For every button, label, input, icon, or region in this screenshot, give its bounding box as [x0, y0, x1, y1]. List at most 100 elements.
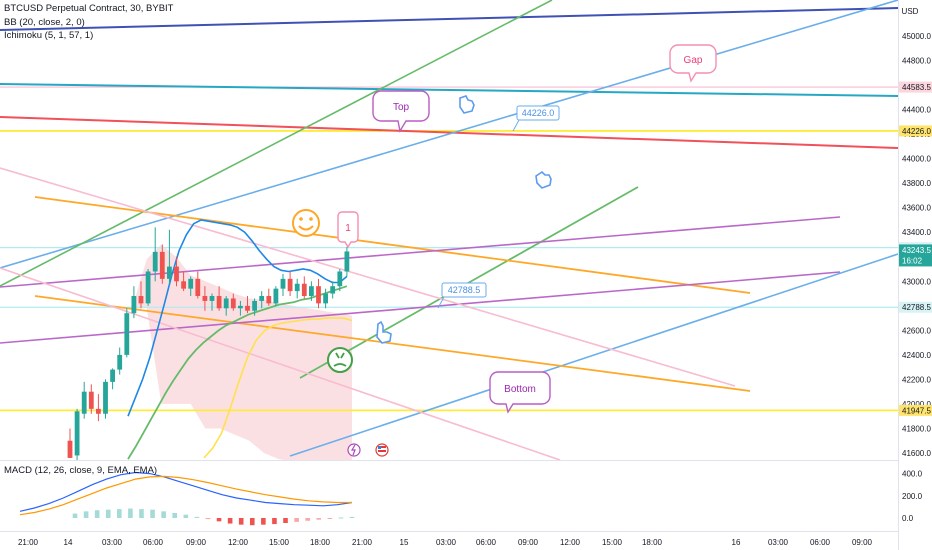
lightning-event-icon[interactable] [347, 443, 361, 457]
candle-up[interactable] [344, 251, 350, 272]
candle-up[interactable] [337, 271, 343, 287]
note-top[interactable]: Top [372, 90, 430, 133]
candle-down[interactable] [202, 296, 208, 301]
candle-up[interactable] [252, 300, 257, 311]
candle-up[interactable] [81, 391, 87, 414]
macd-histogram-bar [227, 518, 233, 524]
note-bottom[interactable]: Bottom [489, 371, 551, 414]
macd-pane[interactable] [19, 471, 355, 526]
price-badge-text: 42788.5 [902, 303, 931, 312]
candle-down[interactable] [138, 296, 144, 304]
candle-down[interactable] [316, 286, 321, 304]
candle-up[interactable] [330, 286, 336, 294]
trendline-blue-upper[interactable] [0, 0, 898, 269]
candle-up[interactable] [209, 296, 215, 301]
us-flag-event-icon[interactable] [375, 443, 389, 457]
macd-histogram-bar [238, 518, 244, 525]
note-gap-text: Gap [684, 55, 703, 66]
candle-down[interactable] [181, 281, 186, 289]
candle-down[interactable] [67, 440, 73, 458]
trendline-navy[interactable] [0, 7, 898, 31]
candle-up[interactable] [152, 251, 158, 272]
bollinger-upper-line[interactable] [127, 219, 348, 417]
macd-histogram-bar [283, 518, 288, 523]
note-one[interactable]: 1 [337, 211, 359, 249]
candle-up[interactable] [188, 278, 194, 289]
candle-down[interactable] [216, 296, 222, 309]
bollinger-basis-line[interactable] [127, 285, 348, 460]
trendline-cyan[interactable] [0, 83, 898, 97]
price-badge [899, 81, 932, 93]
candle-up[interactable] [280, 278, 286, 289]
candle-down[interactable] [195, 278, 201, 297]
legend-bb[interactable]: BB (20, close, 2, 0) [4, 17, 85, 28]
time-axis[interactable]: 21:00 14 03:00 06:00 09:00 12:00 15:00 18:00 21:… [18, 538, 873, 547]
candle-up[interactable] [74, 411, 80, 456]
macd-signal-line[interactable] [19, 475, 352, 516]
candle-up[interactable] [124, 313, 130, 355]
macd-tick-label: 400.0 [902, 470, 923, 479]
candle-up[interactable] [223, 298, 229, 309]
candle-down[interactable] [266, 296, 272, 304]
price-badge-countdown: 16:02 [902, 256, 923, 265]
macd-histogram-bar [205, 518, 211, 520]
time-tick-label: 14 [64, 538, 73, 547]
trendline-pink-lower[interactable] [0, 267, 561, 460]
candle-down[interactable] [287, 278, 293, 292]
legend-macd[interactable]: MACD (12, 26, close, 9, EMA, EMA) [4, 465, 158, 476]
hand-pointer-icon[interactable] [535, 170, 552, 189]
candle-down[interactable] [88, 391, 94, 409]
macd-histogram-bar [349, 516, 355, 518]
trendline-blue-lower[interactable] [289, 253, 898, 457]
candle-down[interactable] [301, 283, 307, 297]
candle-up[interactable] [110, 369, 115, 382]
main-pane[interactable] [0, 0, 898, 462]
price-tick-label: 42600.0 [902, 326, 931, 335]
macd-axis[interactable]: 400.0 200.0 0.0 [902, 470, 923, 523]
note-one-text: 1 [345, 223, 351, 234]
candle-down[interactable] [96, 408, 101, 414]
candle-up[interactable] [294, 283, 300, 292]
macd-line[interactable] [19, 471, 353, 512]
candles-group[interactable] [67, 227, 350, 460]
hand-pointer-icon[interactable] [376, 320, 392, 344]
hand-pointer-icon[interactable] [459, 95, 475, 114]
candle-up[interactable] [259, 296, 265, 301]
candle-up[interactable] [145, 271, 151, 304]
candle-down[interactable] [230, 298, 236, 309]
price-label-42788-text: 42788.5 [448, 285, 481, 295]
trendline-purple-upper[interactable] [0, 216, 841, 288]
macd-histogram-bar [128, 508, 133, 518]
candle-down[interactable] [159, 251, 165, 279]
candle-down[interactable] [174, 266, 179, 282]
candle-up[interactable] [131, 296, 137, 314]
ichimoku-lagging-line[interactable] [203, 317, 353, 459]
legend-symbol[interactable]: BTCUSD Perpetual Contract, 30, BYBIT [4, 3, 174, 14]
time-tick-label: 06:00 [476, 538, 497, 547]
candle-up[interactable] [167, 266, 172, 279]
time-tick-label: 18:00 [642, 538, 663, 547]
note-gap[interactable]: Gap [669, 44, 717, 83]
candle-up[interactable] [323, 293, 328, 304]
candle-up[interactable] [103, 381, 108, 414]
price-label-44226[interactable]: 44226.0 [512, 105, 560, 132]
smiley-icon[interactable] [292, 209, 320, 237]
sad-face-icon[interactable] [327, 347, 353, 373]
price-label-42788[interactable]: 42788.5 [437, 282, 487, 309]
legend-ichimoku[interactable]: Ichimoku (5, 1, 57, 1) [4, 30, 94, 41]
currency-label[interactable]: USD [902, 7, 919, 16]
note-top-text: Top [393, 102, 410, 113]
candle-down[interactable] [245, 305, 250, 311]
trendline-red[interactable] [0, 116, 898, 149]
time-tick-label: 15:00 [602, 538, 623, 547]
candle-up[interactable] [117, 354, 123, 370]
time-tick-label: 09:00 [852, 538, 873, 547]
trendline-green-upper[interactable] [0, 0, 553, 287]
trendline-purple-lower[interactable] [0, 271, 841, 344]
candle-up[interactable] [309, 286, 314, 297]
trendline-orange-lower[interactable] [34, 295, 751, 392]
candle-up[interactable] [273, 288, 279, 304]
trendline-pink-upper[interactable] [0, 167, 736, 387]
candle-up[interactable] [238, 305, 243, 309]
